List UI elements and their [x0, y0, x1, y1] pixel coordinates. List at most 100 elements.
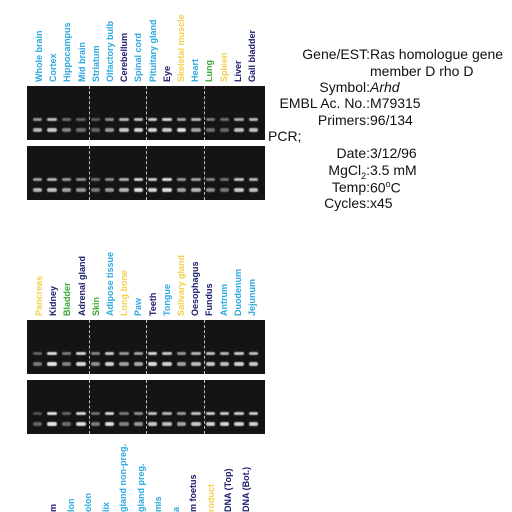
gel-band	[205, 188, 215, 193]
gel-band	[176, 362, 187, 367]
gel-band	[76, 422, 86, 427]
lane-label: gland preg.	[135, 463, 146, 512]
gel-band	[162, 422, 172, 427]
gel-band	[133, 188, 143, 193]
lane-label: Striatum	[90, 45, 101, 82]
gel-band	[234, 422, 244, 427]
gel-panel1-top	[27, 86, 265, 140]
gel-band	[191, 178, 201, 182]
lane-label: Lung	[204, 60, 215, 82]
lane-label: Liver	[232, 60, 243, 82]
gel-band	[47, 188, 57, 193]
gel-band	[61, 352, 72, 356]
date-value: 3/12/96	[370, 145, 417, 161]
temp-key: Temp:	[331, 179, 370, 195]
lane-separator	[203, 86, 205, 140]
gel-band	[90, 178, 100, 182]
gel-band	[219, 352, 230, 356]
gel-band	[162, 178, 172, 182]
embl-key: EMBL Ac. No.:	[279, 95, 370, 111]
lane-label: Teeth	[147, 292, 158, 316]
gel-band	[133, 128, 143, 133]
gel-band	[191, 422, 201, 427]
gel-band	[90, 128, 100, 133]
gel-band	[61, 412, 72, 416]
lane-label: Mid brain	[76, 42, 87, 82]
lane-label: DNA (Top)	[223, 468, 233, 512]
symbol-key: Symbol:	[319, 79, 370, 95]
pcr-label: PCR;	[268, 128, 302, 144]
gene-value-line1: Ras homologue gene	[370, 46, 504, 62]
gel-band	[248, 422, 258, 427]
gel-band	[162, 128, 172, 133]
gel-panel2-bottom	[27, 380, 265, 434]
lane-separator	[146, 86, 147, 140]
gel-band	[76, 362, 86, 367]
gel-panel2-top	[27, 320, 265, 374]
gel-band	[104, 422, 115, 427]
gel-band	[176, 178, 187, 182]
gel-band	[234, 352, 244, 356]
lane-label: Cerebellum	[119, 32, 130, 82]
gel-band	[176, 188, 187, 193]
gel-band	[219, 412, 230, 416]
lane-label: m foetus	[188, 474, 198, 512]
lane-label: gland non-preg.	[118, 444, 128, 512]
lane-label: olon	[83, 493, 93, 512]
lane-label: Skeletal muscle	[176, 14, 186, 82]
gel-band	[119, 362, 129, 367]
gel-band	[234, 362, 244, 367]
lane-label: Jejunum	[247, 278, 257, 316]
gel-band	[205, 422, 215, 427]
gel-band	[148, 188, 158, 193]
lane-label: Oesophagus	[190, 261, 201, 316]
gel-band	[162, 352, 172, 356]
gel-band	[104, 352, 115, 356]
gel-band	[90, 118, 100, 122]
gel-band	[234, 128, 244, 133]
gel-band	[47, 352, 57, 356]
gel-panel1-bottom	[27, 146, 265, 200]
panel3-lane-labels: m lon olon lix gland non-preg. gland preg. mis…	[48, 444, 268, 512]
gel-band	[176, 422, 187, 427]
gel-band	[234, 188, 244, 193]
gene-value-line2: member D rho D	[370, 63, 474, 79]
gel-band	[205, 118, 215, 122]
gel-band	[104, 178, 115, 182]
gel-band	[76, 188, 86, 193]
gel-band	[176, 412, 187, 416]
gel-band	[191, 412, 201, 416]
gel-band	[191, 352, 201, 356]
lane-label: Spinal cord	[133, 32, 144, 82]
gel-band	[219, 118, 230, 122]
gel-band	[76, 352, 86, 356]
cycles-value: x45	[370, 195, 393, 211]
gel-band	[33, 188, 43, 193]
gel-band	[205, 128, 215, 133]
gel-band	[47, 118, 57, 122]
lane-label: Salivary gland	[176, 254, 186, 316]
lane-separator	[146, 320, 147, 374]
gel-band	[61, 188, 72, 193]
gel-band	[205, 362, 215, 367]
lane-label: Adipose tissue	[105, 251, 115, 316]
gel-band	[148, 422, 158, 427]
gel-band	[148, 362, 158, 367]
gel-band	[119, 128, 129, 133]
gel-band	[219, 178, 230, 182]
gel-band	[90, 362, 100, 367]
gel-band	[33, 422, 43, 427]
lane-label: roduct	[205, 484, 216, 512]
gel-band	[47, 412, 57, 416]
gel-band	[133, 178, 143, 182]
gel-band	[61, 128, 72, 133]
gel-band	[176, 352, 187, 356]
gel-band	[119, 352, 129, 356]
lane-label: mis	[153, 496, 163, 512]
gel-band	[148, 128, 158, 133]
gel-band	[76, 118, 86, 122]
symbol-value: Arhd	[370, 79, 400, 95]
gel-band	[162, 188, 172, 193]
gel-band	[90, 188, 100, 193]
lane-label: Paw	[133, 297, 144, 316]
